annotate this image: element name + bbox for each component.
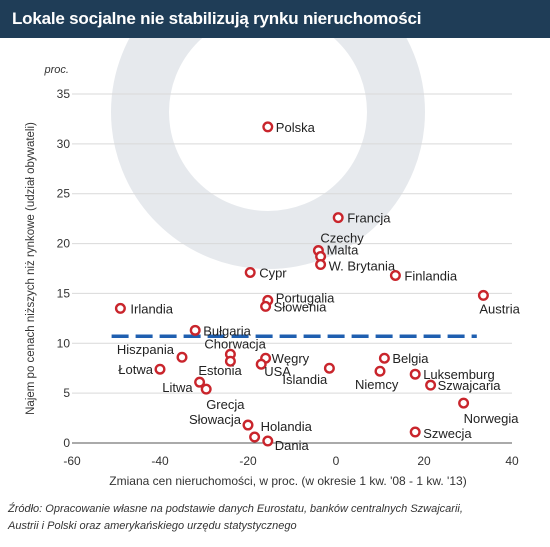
y-axis-title: Najem po cenach niższych niż rynkowe (ud… [25,122,37,415]
data-point [255,358,267,370]
data-point [176,351,188,363]
data-point [409,426,421,438]
point-label: Słowacja [189,412,242,427]
data-point [200,383,212,395]
point-label: Bułgaria [203,323,251,338]
data-point [323,362,335,374]
data-point [154,363,166,375]
data-point [458,397,470,409]
point-label: Dania [275,438,310,453]
x-tick-label: -60 [63,454,81,468]
x-tick-label: -40 [151,454,169,468]
data-point [409,368,421,380]
watermark-ring [111,0,425,269]
data-point [242,419,254,431]
point-label: Austria [479,301,520,316]
data-point [194,376,206,388]
watermark-logo [111,0,425,269]
point-label: Estonia [198,363,242,378]
data-point [389,269,401,281]
data-point [477,289,489,301]
point-label: Luksemburg [423,367,495,382]
point-label: Belgia [392,351,429,366]
point-label: Holandia [261,419,313,434]
point-label: Łotwa [118,362,153,377]
point-label: Słowenia [274,299,328,314]
point-label: Norwegia [464,411,520,426]
point-label: Niemcy [355,377,399,392]
data-point [262,121,274,133]
y-unit-label: proc. [44,64,69,76]
point-label: Szwajcaria [438,378,502,393]
point-label: Węgry [272,351,310,366]
data-point [425,379,437,391]
chart-svg: 0 5 10 15 20 25 30 35 -60 -40 -20 0 20 40 proc. Zmiana … [25,0,521,488]
data-point [244,266,256,278]
data-point [378,352,390,364]
y-tick-label: 30 [57,137,71,151]
y-tick-label: 0 [63,436,70,450]
x-tick-label: -20 [239,454,257,468]
point-label: Hiszpania [117,342,175,357]
point-label: Czechy [320,231,364,246]
y-tick-label: 35 [57,87,71,101]
y-tick-label: 10 [57,336,71,350]
point-label: Malta [327,243,360,258]
point-label: Polska [276,120,316,135]
y-tick-label: 5 [63,386,70,400]
point-label: Francja [347,211,391,226]
point-label: USA [264,364,291,379]
data-point [374,365,386,377]
point-label: Cypr [259,265,287,280]
point-label: W. Brytania [329,259,396,274]
data-point [114,302,126,314]
data-point [260,300,272,312]
point-label: Szwecja [423,426,472,441]
x-tick-label: 0 [333,454,340,468]
data-point [332,212,344,224]
data-point [189,324,201,336]
data-point [262,435,274,447]
page-title: Lokale socjalne nie stabilizują rynku ni… [12,9,422,28]
y-tick-label: 15 [57,286,71,300]
point-label: Chorwacja [204,336,266,351]
point-label: Litwa [162,380,193,395]
source-line-1: Źródło: Opracowanie własne na podstawie … [8,503,463,515]
source-line-2: Austrii i Polski oraz amerykańskiego urz… [8,520,297,532]
x-tick-label: 40 [505,454,519,468]
data-point [224,355,236,367]
y-tick-label: 20 [57,237,71,251]
source-note: Źródło: Opracowanie własne na podstawie … [8,501,542,535]
y-tick-label: 25 [57,187,71,201]
watermark-core [206,50,330,174]
title-bar: Lokale socjalne nie stabilizują rynku ni… [0,0,550,38]
point-label: Irlandia [130,301,173,316]
x-tick-label: 20 [417,454,431,468]
point-label: Portugalia [276,290,335,305]
data-point [249,431,261,443]
axes: 0 5 10 15 20 25 30 35 -60 -40 -20 0 20 40 proc. Zmiana … [25,64,519,488]
point-label: Finlandia [404,268,458,283]
data-point [315,259,327,271]
point-label: Grecja [206,397,245,412]
scatter-chart: 0 5 10 15 20 25 30 35 -60 -40 -20 0 20 40 proc. Zmiana … [0,0,550,493]
point-label: Islandia [282,372,328,387]
x-axis-title: Zmiana cen nieruchomości, w proc. (w okr… [109,474,466,488]
